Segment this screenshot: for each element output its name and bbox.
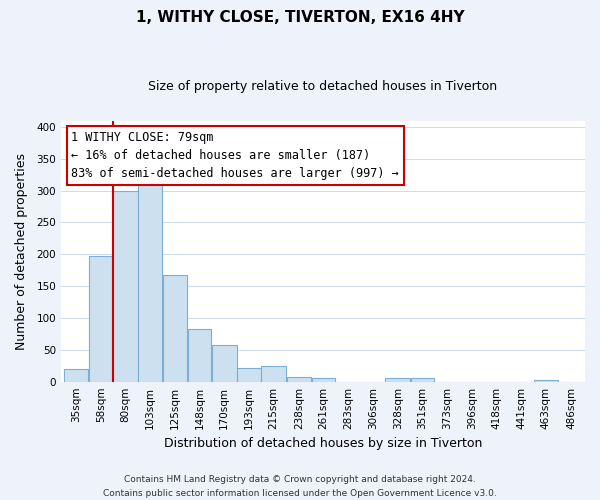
Bar — [139, 173, 162, 382]
Y-axis label: Number of detached properties: Number of detached properties — [15, 152, 28, 350]
Bar — [113, 190, 138, 382]
Bar — [188, 330, 211, 382]
Bar — [533, 380, 558, 382]
Bar — [410, 378, 434, 382]
Text: 1, WITHY CLOSE, TIVERTON, EX16 4HY: 1, WITHY CLOSE, TIVERTON, EX16 4HY — [136, 10, 464, 25]
Bar — [385, 378, 410, 382]
Bar — [89, 256, 112, 382]
Bar — [64, 369, 88, 382]
Bar — [163, 274, 187, 382]
Bar — [287, 377, 311, 382]
X-axis label: Distribution of detached houses by size in Tiverton: Distribution of detached houses by size … — [164, 437, 482, 450]
Bar — [212, 346, 236, 382]
Bar — [262, 366, 286, 382]
Bar — [312, 378, 335, 382]
Title: Size of property relative to detached houses in Tiverton: Size of property relative to detached ho… — [148, 80, 497, 93]
Text: Contains HM Land Registry data © Crown copyright and database right 2024.
Contai: Contains HM Land Registry data © Crown c… — [103, 476, 497, 498]
Bar — [237, 368, 260, 382]
Text: 1 WITHY CLOSE: 79sqm
← 16% of detached houses are smaller (187)
83% of semi-deta: 1 WITHY CLOSE: 79sqm ← 16% of detached h… — [71, 131, 399, 180]
